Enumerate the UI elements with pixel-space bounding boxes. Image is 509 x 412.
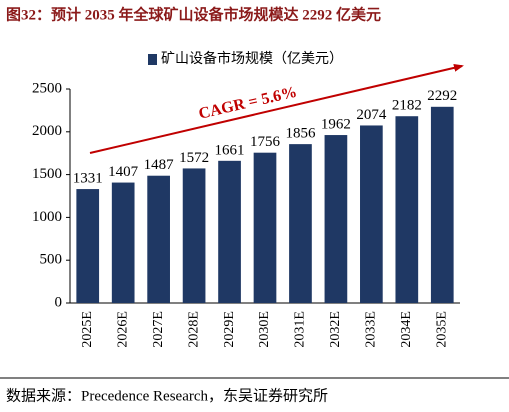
data-label: 1756 — [250, 134, 281, 150]
data-label: 1331 — [73, 171, 103, 187]
x-tick-label: 2026E — [115, 311, 130, 348]
bar — [360, 125, 383, 303]
bar — [324, 135, 348, 303]
legend-label: 矿山设备市场规模（亿美元） — [161, 50, 343, 67]
y-tick-label: 2000 — [32, 123, 62, 139]
x-tick-label: 2028E — [186, 311, 201, 348]
y-tick-label: 500 — [40, 252, 63, 268]
x-tick-label: 2034E — [399, 311, 414, 348]
bar — [395, 116, 419, 304]
data-label: 1962 — [321, 116, 351, 132]
x-tick-label: 2031E — [293, 311, 308, 348]
bar — [218, 160, 241, 303]
x-tick-label: 2032E — [328, 311, 343, 348]
data-label: 1487 — [144, 157, 175, 173]
y-tick-label: 0 — [55, 294, 63, 310]
data-label: 2182 — [392, 98, 422, 114]
legend-swatch — [148, 54, 157, 65]
y-tick-label: 1000 — [32, 209, 62, 225]
data-label: 1572 — [179, 150, 209, 166]
source: 数据来源：Precedence Research，东吴证券研究所 — [6, 387, 328, 404]
bar — [289, 144, 312, 303]
data-label: 2074 — [356, 107, 387, 123]
x-tick-label: 2029E — [222, 311, 237, 348]
data-label: 2292 — [427, 88, 457, 104]
data-label: 1407 — [108, 164, 139, 180]
y-tick-label: 1500 — [32, 166, 62, 182]
x-tick-label: 2035E — [434, 311, 449, 348]
bar — [182, 168, 206, 303]
bar — [111, 182, 135, 303]
bar — [430, 106, 454, 303]
bar — [253, 152, 277, 303]
x-tick-label: 2030E — [257, 311, 272, 348]
bar — [147, 175, 170, 303]
data-label: 1856 — [285, 126, 316, 142]
chart-title: 图32：预计 2035 年全球矿山设备市场规模达 2292 亿美元 — [6, 5, 381, 23]
cagr-arrow — [89, 63, 464, 154]
y-tick-label: 2500 — [32, 80, 62, 96]
data-label: 1661 — [215, 142, 245, 158]
x-tick-label: 2025E — [80, 311, 95, 348]
x-tick-label: 2033E — [364, 311, 379, 348]
x-tick-label: 2027E — [151, 311, 166, 348]
bar — [76, 189, 100, 303]
